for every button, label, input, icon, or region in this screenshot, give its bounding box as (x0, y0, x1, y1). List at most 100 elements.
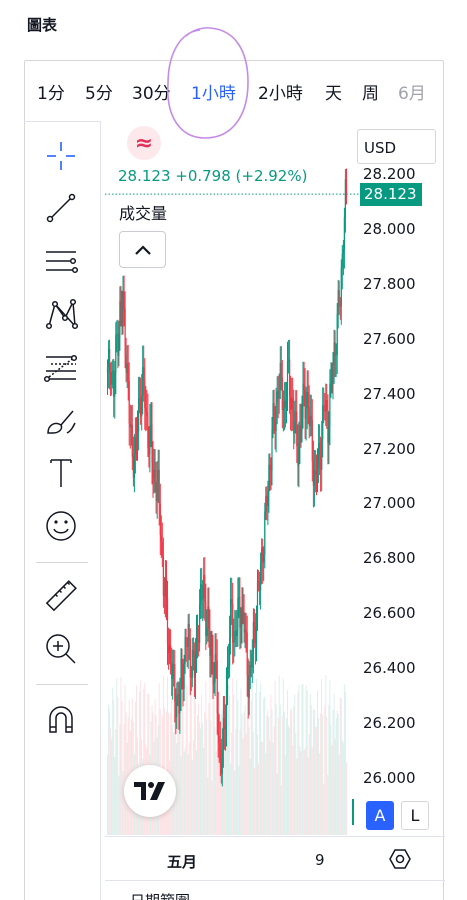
volume-bar (338, 754, 340, 835)
volume-bar (279, 704, 281, 835)
fib-retracement-tool[interactable] (41, 348, 81, 388)
axis-settings-icon[interactable] (388, 847, 412, 871)
parallel-lines-tool[interactable] (41, 241, 81, 281)
tab-6m[interactable]: 6月 (398, 84, 426, 104)
auto-scale-button[interactable]: A (366, 801, 394, 830)
candle-body (292, 398, 294, 411)
volume-bar (109, 708, 111, 835)
volume-bar (226, 734, 227, 835)
candle-body (116, 333, 118, 335)
tab-30m[interactable]: 30分 (132, 84, 171, 104)
volume-bar (301, 684, 303, 835)
candle-body (256, 581, 259, 618)
brush-tool[interactable] (41, 401, 81, 441)
volume-bar (299, 746, 301, 835)
candle-body (151, 423, 153, 463)
candle-body (141, 395, 143, 417)
volume-bar (319, 753, 321, 835)
candle-body (215, 654, 217, 661)
candle-body (153, 470, 155, 479)
candle-body (143, 367, 145, 380)
candle-body (184, 637, 186, 664)
candle-body (173, 664, 175, 666)
emoji-tool[interactable] (41, 506, 81, 546)
price-scale-tick: 26.400 (363, 659, 416, 677)
tab-1h[interactable]: 1小時 (191, 84, 236, 104)
candle-body (146, 411, 148, 416)
magnet-tool[interactable] (41, 700, 81, 740)
candle-body (336, 313, 338, 355)
candle-body (298, 443, 300, 466)
ruler-tool[interactable] (41, 576, 81, 616)
candle-body (113, 370, 115, 397)
volume-bar (273, 726, 275, 835)
volume-bar (308, 734, 310, 835)
chart-pane[interactable] (105, 121, 445, 836)
volume-bar (259, 692, 261, 835)
tab-1d[interactable]: 天 (325, 84, 342, 104)
crosshair-tool[interactable] (41, 136, 81, 176)
volume-bar (187, 754, 189, 835)
volume-bar (331, 744, 333, 835)
candle-body (217, 713, 219, 736)
volume-bar (214, 726, 216, 835)
date-range-label[interactable]: 日期範圍 (130, 890, 190, 900)
volume-bar (249, 758, 251, 835)
volume-bar (316, 727, 317, 835)
candle-body (181, 658, 183, 669)
volume-bar (332, 709, 334, 835)
magnet-icon (49, 706, 73, 733)
volume-bar (184, 747, 186, 835)
candle-body (225, 689, 228, 727)
candle-body (270, 469, 272, 471)
candle-body (311, 420, 313, 462)
volume-bar (185, 683, 187, 835)
candle-body (332, 365, 334, 385)
symbol-logo[interactable]: ≈ (127, 126, 161, 160)
volume-bar (212, 700, 214, 835)
log-scale-button[interactable]: L (401, 801, 429, 830)
candle-body (248, 676, 250, 698)
trend-line-icon (46, 193, 76, 223)
candle-body (250, 664, 252, 668)
time-axis[interactable]: 五月 9 (105, 836, 445, 881)
candle-body (220, 760, 222, 774)
volume-bar (306, 690, 308, 835)
tab-1w[interactable]: 周 (362, 84, 379, 104)
tab-5m[interactable]: 5分 (85, 84, 113, 104)
volume-bar (176, 743, 178, 835)
price-scale-tick: 27.400 (363, 385, 416, 403)
drawing-toolbar (24, 121, 101, 900)
candle-body (343, 217, 345, 249)
candle-body (138, 398, 140, 432)
volume-bar (197, 715, 198, 835)
collapse-legend-button[interactable] (119, 231, 166, 268)
candle-body (199, 604, 201, 643)
candle-body (155, 482, 157, 501)
volume-bar (325, 675, 327, 835)
tab-2h[interactable]: 2小時 (258, 84, 303, 104)
tab-1m[interactable]: 1分 (37, 84, 65, 104)
candle-body (121, 306, 123, 314)
volume-bar (208, 703, 210, 835)
candle-body (128, 380, 130, 424)
text-tool[interactable] (41, 453, 81, 493)
zoom-in-tool[interactable] (41, 629, 81, 669)
candle-body (130, 424, 132, 428)
current-volume-bar (352, 799, 354, 825)
price-scale-tick: 28.200 (363, 165, 416, 183)
volume-bar (162, 675, 164, 835)
candle-body (331, 376, 333, 386)
candlestick-chart[interactable] (105, 121, 445, 836)
volume-bar (274, 680, 276, 835)
volume-bar (302, 684, 304, 835)
trend-line-tool[interactable] (41, 188, 81, 228)
tradingview-logo[interactable] (124, 765, 176, 817)
volume-bar (312, 709, 314, 835)
candle-body (221, 750, 223, 774)
currency-select[interactable]: USD (357, 129, 436, 164)
volume-indicator-label[interactable]: 成交量 (119, 204, 168, 223)
candle-body (283, 400, 285, 409)
pattern-tool[interactable] (41, 294, 81, 334)
volume-bar (203, 747, 205, 835)
